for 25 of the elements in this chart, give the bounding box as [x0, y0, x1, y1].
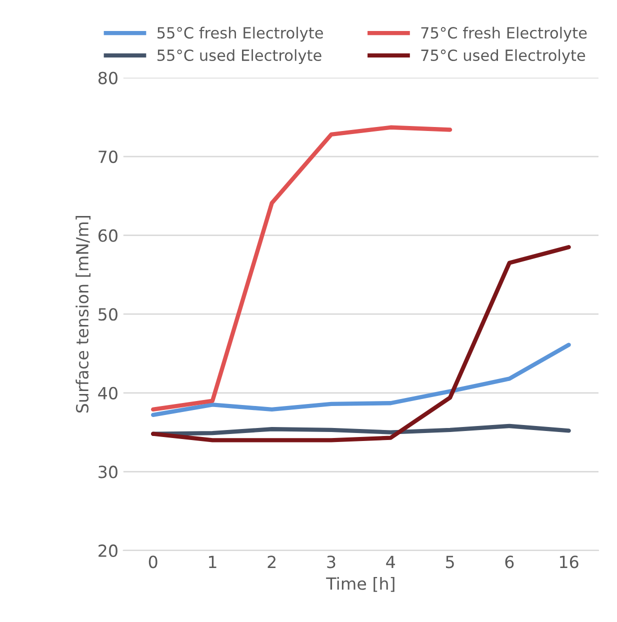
y-tick-label: 60 — [98, 229, 118, 242]
x-tick-label: 0 — [148, 556, 158, 568]
x-tick-label: 1 — [209, 556, 216, 568]
legend-label: 55°C used Electrolyte — [157, 49, 322, 64]
y-tick-label: 80 — [98, 72, 118, 84]
x-tick-label: 5 — [446, 556, 454, 568]
x-tick-label: 16 — [560, 556, 578, 568]
y-tick-label: 70 — [98, 150, 118, 164]
y-axis-title: Surface tension [mN/m] — [76, 216, 91, 413]
y-tick-label: 50 — [98, 308, 118, 321]
y-tick-label: 30 — [98, 466, 118, 478]
x-tick-label: 2 — [268, 556, 276, 568]
legend-label: 75°C fresh Electrolyte — [421, 26, 587, 42]
y-tick-label: 20 — [98, 544, 118, 558]
line-series — [151, 424, 571, 436]
line-series — [151, 342, 571, 418]
legend-label: 75°C used Electrolyte — [421, 49, 586, 64]
y-tick-label: 40 — [98, 386, 118, 400]
legend-label: 55°C fresh Electrolyte — [157, 26, 323, 42]
x-tick-label: 4 — [386, 556, 396, 568]
x-tick-label: 3 — [327, 556, 336, 568]
line-series — [151, 245, 571, 442]
x-tick-label: 6 — [505, 556, 514, 568]
x-axis-title: Time [h] — [326, 577, 394, 592]
line-series — [151, 125, 452, 412]
